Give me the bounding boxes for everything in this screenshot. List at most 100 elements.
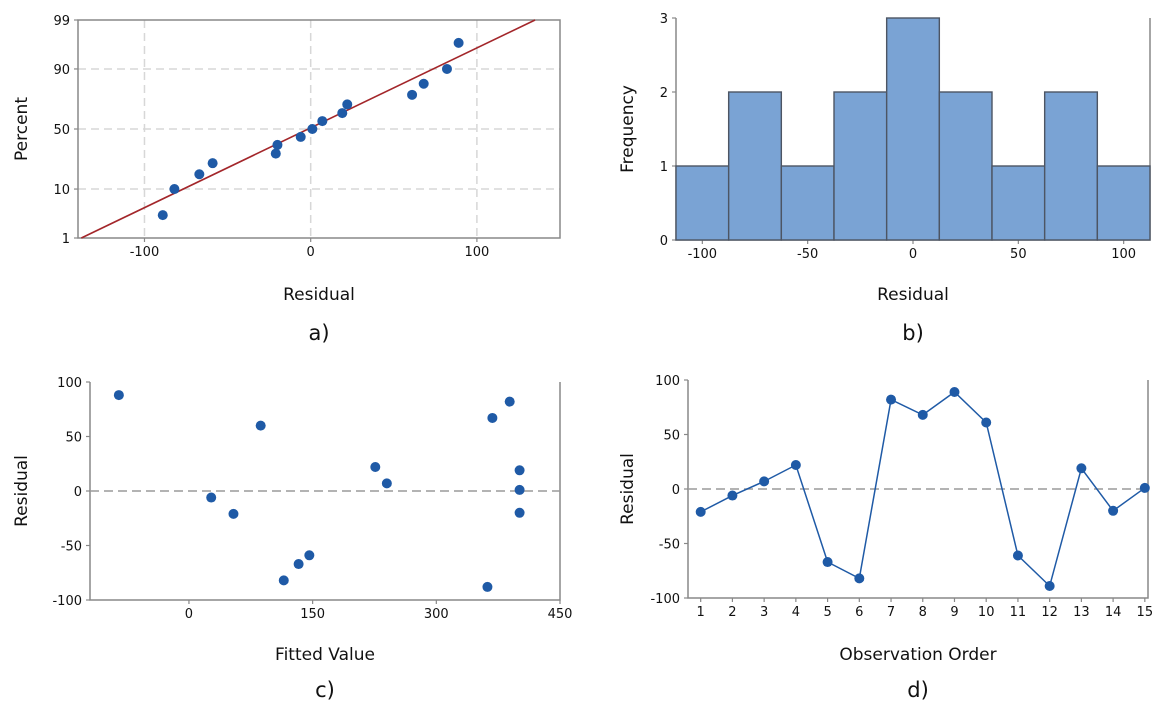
x-axis-title: Residual	[877, 285, 949, 305]
x-axis-title: Residual	[283, 285, 355, 305]
data-point	[407, 89, 418, 100]
data-point	[317, 116, 328, 127]
histogram-bar	[780, 165, 835, 241]
y-axis-title: Percent	[12, 97, 32, 161]
y-tick-label: 1	[660, 160, 668, 175]
x-axis-title: Fitted Value	[275, 645, 375, 665]
data-point	[194, 169, 205, 180]
data-point	[822, 557, 833, 568]
residual-vs-fitted-plot: 0 150 300 450 -100 -50 0 50 100 Fitted Value Resid…	[12, 376, 572, 702]
data-point	[370, 462, 381, 473]
histogram-bar	[885, 17, 941, 241]
x-tick-label: 300	[424, 607, 449, 622]
data-point	[487, 412, 498, 423]
y-tick-label: 3	[660, 12, 668, 27]
data-point	[1076, 463, 1087, 474]
x-tick-label: 450	[548, 607, 573, 622]
x-tick-label: 15	[1137, 605, 1152, 620]
x-tick-label: 13	[1073, 605, 1090, 620]
panel-label: b)	[902, 321, 924, 345]
y-tick-label: 90	[53, 63, 70, 78]
y-tick-label: 0	[74, 485, 82, 500]
x-tick-label: 14	[1105, 605, 1122, 620]
y-tick-label: 100	[655, 374, 680, 389]
y-tick-label: -50	[61, 540, 82, 555]
data-point	[295, 131, 306, 142]
data-point	[169, 184, 180, 195]
y-tick-label: 1	[62, 232, 70, 247]
histogram-bar	[833, 91, 888, 241]
data-point	[157, 210, 168, 221]
data-point	[381, 478, 392, 489]
x-tick-label: -100	[688, 247, 718, 262]
x-tick-label: 4	[792, 605, 800, 620]
data-point	[453, 37, 464, 48]
panel-label: a)	[308, 321, 329, 345]
x-tick-label: 10	[978, 605, 995, 620]
data-point	[113, 390, 124, 401]
data-point	[270, 148, 281, 159]
x-tick-label: -50	[797, 247, 818, 262]
y-tick-label: -50	[659, 538, 680, 553]
y-tick-label: 0	[672, 483, 680, 498]
y-tick-label: 100	[57, 376, 82, 391]
x-tick-label: 150	[300, 607, 325, 622]
x-tick-label: 100	[464, 245, 489, 260]
histogram-bar	[938, 91, 993, 241]
panel-label: d)	[907, 678, 929, 702]
x-tick-label: 11	[1010, 605, 1027, 620]
data-point	[1139, 482, 1150, 493]
data-point	[695, 506, 706, 517]
data-point	[854, 573, 865, 584]
data-point	[342, 99, 353, 110]
data-point	[504, 396, 515, 407]
x-tick-label: 100	[1111, 247, 1136, 262]
panel-label: c)	[315, 678, 335, 702]
data-point	[790, 460, 801, 471]
data-point	[293, 559, 304, 570]
y-tick-label: 50	[663, 429, 680, 444]
data-point	[278, 575, 289, 586]
data-point	[482, 581, 493, 592]
x-tick-label: 6	[855, 605, 863, 620]
data-point	[304, 550, 315, 561]
histogram-bar	[727, 91, 783, 241]
histogram-bar	[675, 165, 730, 241]
data-point	[917, 409, 928, 420]
histogram-bar	[991, 165, 1046, 241]
x-tick-label: 0	[185, 607, 193, 622]
y-tick-label: 0	[660, 234, 668, 249]
data-point	[514, 465, 525, 476]
data-point	[727, 490, 738, 501]
residual-vs-order-plot: 1 2 3 4 5 6 7 8 9 10 11 12 13 14 15-100-50050100Observ…	[618, 374, 1152, 702]
data-point	[441, 63, 452, 74]
data-point	[514, 484, 525, 495]
x-tick-label: 5	[823, 605, 831, 620]
x-tick-label: 0	[909, 247, 917, 262]
normal-probability-plot: -100 0 100 1 10 50 90 99 Residual Percent a)	[12, 14, 561, 345]
y-axis-title: Residual	[12, 455, 32, 527]
y-tick-label: -100	[650, 592, 680, 607]
y-tick-label: 50	[65, 431, 82, 446]
residual-histogram: -100 -50 0 50 100 0 1 2 3 Residual Frequency b)	[618, 12, 1151, 345]
y-tick-label: 2	[660, 86, 668, 101]
x-tick-label: 2	[728, 605, 736, 620]
x-tick-label: 7	[887, 605, 895, 620]
data-point	[1012, 550, 1023, 561]
data-point	[272, 139, 283, 150]
y-tick-label: 50	[53, 123, 70, 138]
residual-line	[700, 391, 1146, 588]
data-point	[514, 507, 525, 518]
data-point	[981, 417, 992, 428]
data-point	[207, 158, 218, 169]
histogram-bar	[1096, 165, 1151, 241]
histogram-bar	[1043, 91, 1099, 241]
x-tick-label: 8	[919, 605, 927, 620]
data-point	[337, 108, 348, 119]
data-point	[255, 420, 266, 431]
data-point	[228, 508, 239, 519]
y-axis-title: Frequency	[618, 85, 638, 173]
data-point	[949, 386, 960, 397]
x-tick-label: 12	[1041, 605, 1058, 620]
